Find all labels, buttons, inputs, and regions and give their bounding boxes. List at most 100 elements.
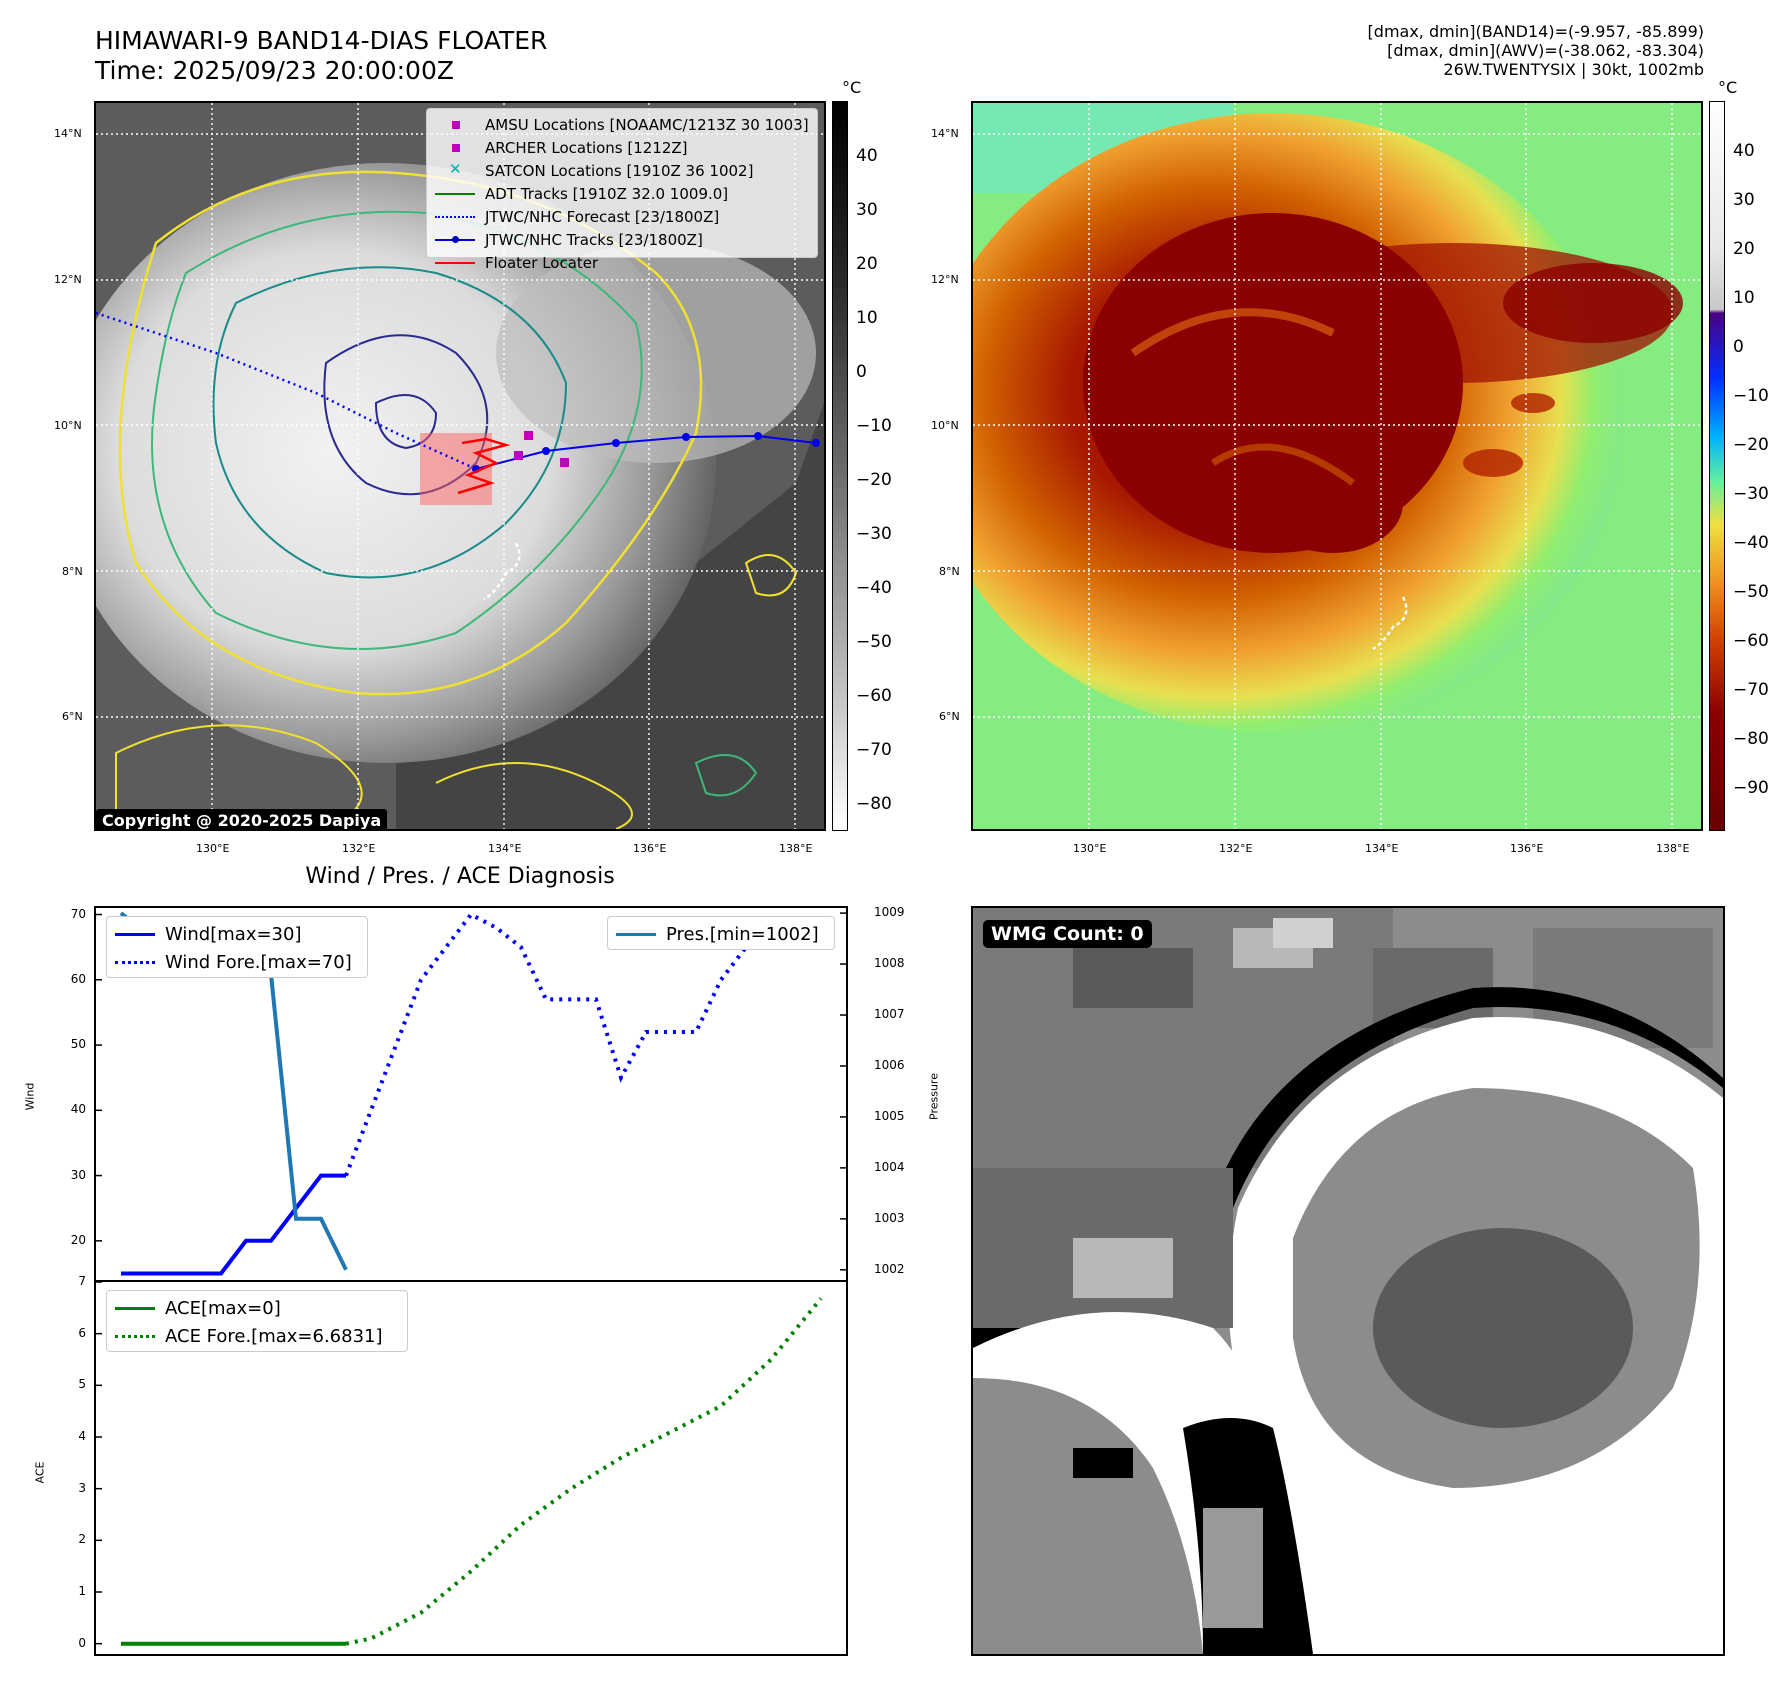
ace-legend: ACE[max=0] ACE Fore.[max=6.6831] [106, 1290, 408, 1352]
legend-item-wind-forecast: Wind Fore.[max=70] [115, 948, 359, 976]
data-range-info: [dmax, dmin](BAND14)=(-9.957, -85.899) [… [1368, 22, 1704, 79]
colorbar-tick: −40 [1733, 533, 1769, 553]
legend-label: SATCON Locations [1910Z 36 1002] [485, 161, 754, 180]
colorbar-tick: −60 [1733, 631, 1769, 651]
ace-y-tick: 4 [78, 1429, 86, 1443]
legend-item-jtwc-tracks: JTWC/NHC Tracks [23/1800Z] [435, 228, 809, 251]
awv-colorbar [1709, 101, 1725, 831]
copyright-badge: Copyright @ 2020-2025 Dapiya [96, 809, 388, 829]
blue-dotted-line-icon [115, 955, 159, 969]
wind-y-tick: 60 [70, 971, 86, 986]
colorbar-tick: −70 [856, 740, 892, 760]
colorbar-tick: −40 [856, 578, 892, 598]
legend-label: Wind[max=30] [165, 923, 302, 945]
colorbar-unit: °C [842, 78, 862, 97]
dotted-line-icon [435, 210, 479, 224]
wind-observed-line [121, 1173, 346, 1276]
ace-y-tick: 7 [78, 1274, 86, 1288]
lat-tick: 8°N [939, 565, 960, 578]
map-grid [973, 103, 1701, 829]
awv-range: [dmax, dmin](AWV)=(-38.062, -83.304) [1387, 41, 1704, 60]
title-line-1: HIMAWARI-9 BAND14-DIAS FLOATER [95, 26, 548, 55]
ace-y-tick: 6 [78, 1325, 86, 1340]
red-line-icon [435, 256, 479, 270]
legend-label: Wind Fore.[max=70] [165, 951, 352, 973]
colorbar-tick: −30 [856, 524, 892, 544]
lon-tick: 130°E [196, 842, 230, 855]
wind-y-tick: 70 [70, 906, 86, 921]
pressure-y-tick: 1004 [874, 1159, 905, 1174]
lat-tick: 14°N [931, 127, 959, 140]
awv-map-panel [971, 101, 1703, 831]
awv-imagery [973, 103, 1701, 829]
legend-item-floater: Floater Locater [435, 251, 809, 274]
pressure-y-tick: 1002 [874, 1261, 905, 1276]
square-marker-icon [435, 118, 479, 132]
wind-pressure-axes: Wind[max=30] Wind Fore.[max=70] Pres.[mi… [94, 906, 848, 1282]
x-marker-icon: ✕ [449, 159, 462, 178]
legend-label: Floater Locater [485, 253, 599, 272]
colorbar-tick: 40 [856, 146, 878, 166]
lon-tick: 138°E [1656, 842, 1690, 855]
legend-label: ACE Fore.[max=6.6831] [165, 1325, 383, 1347]
ace-forecast-line [345, 1297, 823, 1646]
lat-tick: 12°N [931, 273, 959, 286]
lat-tick: 10°N [54, 419, 82, 432]
wind-y-tick: 50 [70, 1037, 86, 1052]
colorbar-tick: −60 [856, 686, 892, 706]
wmg-imagery [973, 908, 1723, 1654]
wind-y-tick: 40 [70, 1102, 86, 1117]
square-marker-icon [435, 141, 479, 155]
colorbar-tick: −70 [1733, 680, 1769, 700]
ace-axis-label: ACE [33, 1461, 47, 1484]
green-line-icon [435, 187, 479, 201]
lat-tick: 10°N [931, 419, 959, 432]
ace-axes: ACE[max=0] ACE Fore.[max=6.6831] [94, 1280, 848, 1656]
lon-tick: 136°E [633, 842, 667, 855]
colorbar-tick: 30 [1733, 190, 1755, 210]
legend-item-jtwc-forecast: JTWC/NHC Forecast [23/1800Z] [435, 205, 809, 228]
colorbar-tick: 0 [1733, 337, 1744, 357]
lon-tick: 136°E [1510, 842, 1544, 855]
legend-item-archer: ARCHER Locations [1212Z] [435, 136, 809, 159]
colorbar-tick: 0 [856, 362, 867, 382]
wind-forecast-line [344, 911, 821, 1177]
pressure-y-tick: 1005 [874, 1108, 905, 1123]
ace-y-tick: 3 [78, 1480, 86, 1495]
legend-item-pressure: Pres.[min=1002] [616, 920, 826, 948]
diag-title: Wind / Pres. / ACE Diagnosis [305, 864, 615, 889]
legend-item-amsu: AMSU Locations [NOAAMC/1213Z 30 1003] [435, 113, 809, 136]
lon-tick: 132°E [342, 842, 376, 855]
blue-line-icon [115, 927, 159, 941]
wind-axis-label: Wind [23, 1082, 37, 1111]
wmg-count-badge: WMG Count: 0 [983, 920, 1152, 948]
colorbar-tick: 40 [1733, 141, 1755, 161]
lon-tick: 130°E [1073, 842, 1107, 855]
ace-y-tick: 1 [78, 1584, 86, 1598]
colorbar-tick: −80 [1733, 729, 1769, 749]
ace-y-tick: 0 [78, 1635, 86, 1650]
colorbar-tick: −50 [856, 632, 892, 652]
pressure-legend: Pres.[min=1002] [607, 916, 835, 950]
lat-tick: 8°N [62, 565, 83, 578]
jtwc-track [475, 434, 817, 470]
lat-tick: 6°N [939, 710, 960, 723]
title-line-2: Time: 2025/09/23 20:00:00Z [95, 56, 454, 85]
wind-legend: Wind[max=30] Wind Fore.[max=70] [106, 916, 368, 978]
legend-item-ace: ACE[max=0] [115, 1294, 399, 1322]
jtwc-forecast-track [96, 311, 477, 471]
colorbar-tick: 10 [856, 308, 878, 328]
legend-label: Pres.[min=1002] [666, 923, 819, 945]
colorbar-tick: −50 [1733, 582, 1769, 602]
wmg-panel: WMG Count: 0 [971, 906, 1725, 1656]
ace-y-tick: 2 [78, 1532, 86, 1547]
colorbar-tick: −10 [1733, 386, 1769, 406]
pressure-y-tick: 1007 [874, 1007, 905, 1021]
pressure-axis-label: Pressure [927, 1073, 941, 1120]
lon-tick: 134°E [1365, 842, 1399, 855]
pressure-y-tick: 1003 [874, 1210, 905, 1225]
storm-info: 26W.TWENTYSIX | 30kt, 1002mb [1443, 60, 1704, 79]
colorbar-tick: −10 [856, 416, 892, 436]
colorbar-tick: −90 [1733, 778, 1769, 798]
line-dot-icon [435, 233, 479, 247]
